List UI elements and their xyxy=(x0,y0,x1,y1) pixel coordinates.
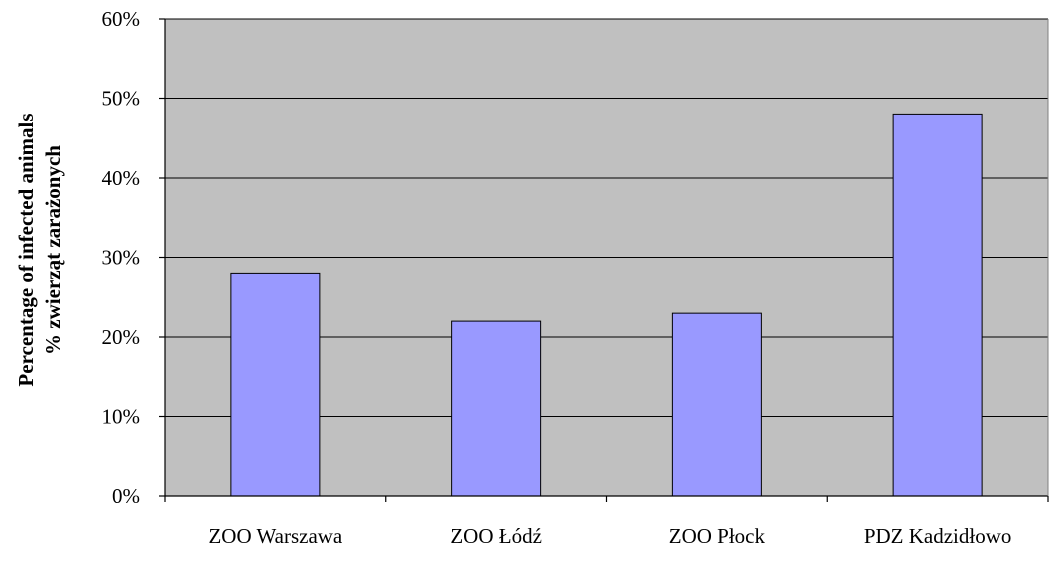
y-tick-label-6: 60% xyxy=(102,7,141,31)
bar-1 xyxy=(451,320,542,497)
x-tick-label-2: ZOO Płock xyxy=(669,524,766,548)
bar-0 xyxy=(230,272,321,497)
y-axis-label: Percentage of infected animals % zwierzą… xyxy=(14,113,65,386)
y-tick-label-1: 10% xyxy=(102,405,141,429)
y-tick-label-4: 40% xyxy=(102,166,141,190)
y-axis-label-line-2: % zwierząt zarażonych xyxy=(41,145,65,355)
x-tick-label-0: ZOO Warszawa xyxy=(208,524,342,548)
y-tick-labels: 0% 10% 20% 30% 40% 50% 60% xyxy=(102,7,141,508)
y-tick-label-5: 50% xyxy=(102,87,141,111)
axes xyxy=(159,18,1049,502)
y-tick-label-3: 30% xyxy=(102,246,141,270)
x-tick-labels: ZOO Warszawa ZOO Łódź ZOO Płock PDZ Kadzidł… xyxy=(208,524,1011,548)
y-axis-label-line-1: Percentage of infected animals xyxy=(14,113,38,386)
y-tick-label-0: 0% xyxy=(112,484,140,508)
x-tick-label-1: ZOO Łódź xyxy=(450,524,542,548)
bar-2 xyxy=(671,312,762,497)
bar-3 xyxy=(892,113,983,497)
x-tick-label-3: PDZ Kadzidłowo xyxy=(864,524,1012,548)
y-tick-label-2: 20% xyxy=(102,325,141,349)
